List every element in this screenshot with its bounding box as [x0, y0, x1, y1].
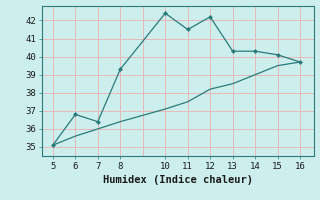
- X-axis label: Humidex (Indice chaleur): Humidex (Indice chaleur): [103, 175, 252, 185]
